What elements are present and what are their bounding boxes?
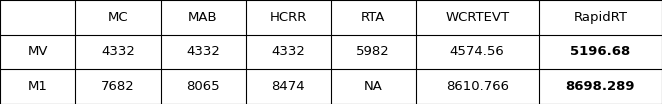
FancyBboxPatch shape: [246, 69, 330, 104]
FancyBboxPatch shape: [246, 0, 330, 35]
FancyBboxPatch shape: [330, 35, 416, 69]
Text: 4332: 4332: [186, 45, 220, 58]
Text: 8610.766: 8610.766: [446, 80, 508, 93]
Text: 4332: 4332: [101, 45, 135, 58]
FancyBboxPatch shape: [246, 35, 330, 69]
FancyBboxPatch shape: [0, 69, 75, 104]
Text: RTA: RTA: [361, 11, 385, 24]
FancyBboxPatch shape: [75, 0, 160, 35]
Text: 4332: 4332: [271, 45, 305, 58]
Text: M1: M1: [28, 80, 48, 93]
FancyBboxPatch shape: [0, 35, 75, 69]
FancyBboxPatch shape: [160, 0, 246, 35]
Text: 8698.289: 8698.289: [565, 80, 635, 93]
Text: HCRR: HCRR: [269, 11, 307, 24]
FancyBboxPatch shape: [539, 0, 662, 35]
FancyBboxPatch shape: [160, 69, 246, 104]
Text: 8474: 8474: [271, 80, 305, 93]
Text: NA: NA: [363, 80, 383, 93]
FancyBboxPatch shape: [416, 69, 539, 104]
FancyBboxPatch shape: [416, 0, 539, 35]
FancyBboxPatch shape: [75, 69, 160, 104]
Text: MV: MV: [28, 45, 48, 58]
FancyBboxPatch shape: [539, 35, 662, 69]
Text: WCRTEVT: WCRTEVT: [445, 11, 509, 24]
FancyBboxPatch shape: [330, 0, 416, 35]
Text: MC: MC: [108, 11, 128, 24]
FancyBboxPatch shape: [416, 35, 539, 69]
FancyBboxPatch shape: [160, 35, 246, 69]
Text: 5196.68: 5196.68: [570, 45, 630, 58]
Text: 8065: 8065: [186, 80, 220, 93]
Text: 7682: 7682: [101, 80, 135, 93]
FancyBboxPatch shape: [0, 0, 75, 35]
Text: 4574.56: 4574.56: [450, 45, 504, 58]
FancyBboxPatch shape: [330, 69, 416, 104]
Text: MAB: MAB: [188, 11, 218, 24]
Text: RapidRT: RapidRT: [573, 11, 628, 24]
FancyBboxPatch shape: [75, 35, 160, 69]
FancyBboxPatch shape: [539, 69, 662, 104]
Text: 5982: 5982: [356, 45, 390, 58]
